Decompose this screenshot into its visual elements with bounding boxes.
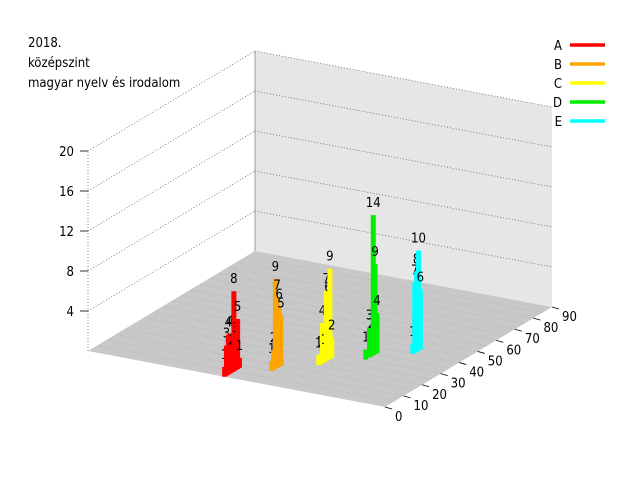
bar-value-label: 4 [225, 316, 232, 331]
legend-label-D: D [553, 96, 562, 111]
z-gridline [87, 130, 553, 232]
bar-value-label: 1 [315, 336, 322, 351]
bar-value-label: 1 [268, 342, 275, 357]
x-tick-label: 30 [451, 377, 466, 392]
bar-value-label: 3 [223, 327, 230, 342]
x-tick-label: 10 [414, 399, 429, 414]
title-line-2: középszint [28, 56, 90, 71]
bar-value-label: 9 [371, 245, 378, 260]
bar-value-label: 7 [274, 279, 281, 294]
bar-value-label: 4 [373, 294, 380, 309]
x-tick-label: 0 [395, 410, 402, 425]
z-gridline [87, 210, 553, 312]
bars: 134428351129765114176921321494178106 [221, 196, 426, 377]
bar-value-label: 5 [234, 300, 241, 315]
x-tick-mark [551, 306, 560, 310]
right-wall [255, 51, 552, 307]
bar-value-label: 3 [366, 308, 373, 323]
x-tick-mark [496, 339, 504, 343]
bar-value-label: 10 [411, 231, 426, 246]
x-tick-label: 60 [506, 343, 521, 358]
bar-value-label: 8 [230, 272, 237, 287]
bar-value-label: 9 [326, 250, 333, 265]
x-tick-mark [403, 395, 411, 399]
bar-value-label: 6 [275, 288, 282, 303]
bar-value-label: 4 [319, 304, 326, 319]
z-axis: 4 8 12 16 20 [59, 50, 553, 320]
x-tick-mark [533, 317, 541, 321]
z-gridline [87, 50, 553, 152]
bar-value-label: 14 [366, 196, 381, 211]
bar-value-label: 1 [236, 339, 243, 354]
bar-value-label: 2 [328, 319, 335, 334]
x-tick-mark [422, 384, 430, 388]
x-tick-mark [459, 362, 467, 365]
z-tick-label: 20 [59, 145, 74, 160]
bar-value-label: 4 [226, 314, 233, 329]
chart-title: 2018. középszint magyar nyelv és irodalo… [28, 36, 180, 91]
title-line-1: 2018. [28, 36, 61, 51]
legend-label-E: E [555, 115, 562, 130]
z-tick-label: 8 [67, 265, 74, 280]
bar-value-label: 7 [322, 272, 329, 287]
x-tick-mark [384, 406, 393, 410]
bar-value-label: 1 [362, 331, 369, 346]
x-tick-label: 90 [562, 310, 577, 325]
bar-value-label: 6 [417, 270, 424, 285]
z-tick-label: 12 [59, 225, 74, 240]
x-tick-mark [514, 328, 522, 332]
title-line-3: magyar nyelv és irodalom [28, 76, 180, 91]
x-tick-label: 80 [543, 321, 558, 336]
legend-label-A: A [554, 39, 562, 54]
bar-value-label: 7 [411, 264, 418, 279]
bar-value-label: 9 [272, 260, 279, 275]
x-tick-label: 40 [469, 366, 484, 381]
x-tick-mark [477, 351, 485, 354]
x-tick-label: 70 [525, 332, 540, 347]
z-gridline [87, 90, 553, 192]
z-tick-label: 4 [67, 305, 74, 320]
legend-label-C: C [554, 77, 562, 92]
x-tick-label: 20 [432, 388, 447, 403]
z-gridline [87, 170, 553, 272]
bar-value-label: 5 [277, 296, 284, 311]
z-tick-label: 16 [59, 185, 74, 200]
legend-label-B: B [554, 58, 562, 73]
x-tick-label: 50 [488, 354, 503, 369]
x-tick-mark [440, 373, 448, 377]
